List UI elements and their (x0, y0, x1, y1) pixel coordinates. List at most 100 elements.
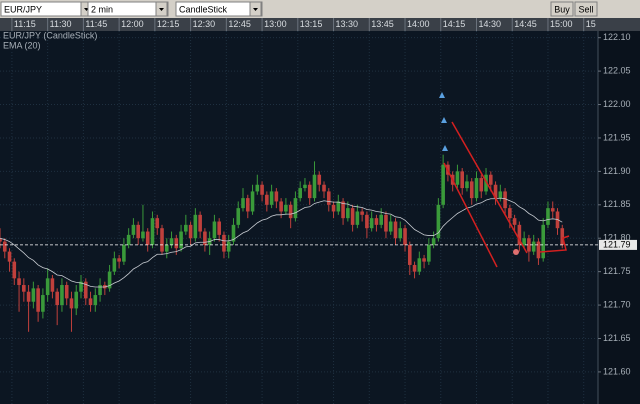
candle-body (546, 208, 550, 225)
x-tick-label: 14:45 (514, 19, 537, 29)
candle-body (360, 211, 364, 215)
x-tick-label: 15 (586, 19, 596, 29)
toolbar-button[interactable] (550, 1, 574, 17)
candle-body (74, 291, 79, 309)
candle-body (298, 188, 302, 199)
arrow-icon (253, 8, 258, 11)
candle-body (188, 224, 193, 239)
candle-body (98, 285, 102, 296)
candle-body (226, 241, 231, 252)
symbol-text: EUR/JPY (4, 4, 42, 14)
candle-body (293, 198, 298, 219)
style-select[interactable] (175, 1, 263, 17)
arrow-icon (159, 8, 164, 11)
candle-body (388, 221, 393, 232)
candle-body (541, 224, 546, 259)
candle-body (398, 228, 403, 239)
candle-body (427, 244, 431, 262)
candle-body (212, 221, 217, 239)
ema-line (0, 197, 563, 288)
candle-body (131, 224, 136, 235)
time-bar (0, 18, 640, 31)
marks (0, 154, 598, 332)
candle-body (236, 208, 241, 225)
candle-body (422, 258, 426, 262)
candle-body (326, 191, 331, 205)
signal-arrow (442, 145, 448, 151)
candle-body (126, 234, 131, 245)
candle-body (174, 238, 179, 249)
y-tick-label: 121.75 (603, 266, 631, 276)
candle-body (274, 191, 279, 202)
candle-body (245, 198, 250, 212)
candle-body (474, 178, 479, 199)
candle-body (55, 291, 59, 306)
candle-body (217, 221, 221, 235)
candle-body (560, 228, 565, 245)
candle-body (0, 238, 2, 242)
candle-body (279, 201, 283, 212)
candle-body (550, 208, 555, 212)
candle-body (50, 278, 55, 292)
x-tick-label: 12:00 (121, 19, 144, 29)
candle-body (417, 258, 422, 272)
candle-body (222, 234, 226, 252)
x-tick-label: 14:00 (407, 19, 430, 29)
y-tick-label: 121.95 (603, 132, 631, 142)
candle-body (231, 224, 236, 242)
candle-body (341, 201, 345, 219)
candle-body (369, 218, 374, 229)
candle-body (179, 231, 183, 249)
candle-body (93, 295, 98, 306)
price-axis (598, 31, 640, 404)
candle-body (160, 228, 164, 252)
candle-body (45, 278, 50, 296)
x-tick-label: 11:45 (85, 19, 107, 29)
candle-body (41, 295, 45, 312)
candle-body (255, 184, 260, 192)
x-tick-label: 13:45 (371, 19, 394, 29)
candle-body (79, 281, 83, 292)
x-tick-label: 12:15 (157, 19, 180, 29)
candle-body (169, 238, 174, 245)
candle-body (355, 211, 360, 225)
y-tick-label: 122.10 (603, 32, 631, 42)
x-tick-label: 11:30 (50, 19, 72, 29)
y-tick-label: 121.60 (603, 366, 631, 376)
candle-body (31, 288, 36, 302)
candle-body (203, 231, 207, 245)
candle-body (284, 204, 288, 212)
x-tick-label: 13:00 (264, 19, 287, 29)
x-tick-label: 13:15 (300, 19, 323, 29)
candle-body (122, 244, 126, 262)
candle-body (184, 224, 188, 232)
candle-body (22, 285, 26, 292)
x-tick-label: 12:30 (193, 19, 216, 29)
y-tick-label: 121.85 (603, 199, 631, 209)
y-tick-label: 121.90 (603, 166, 631, 176)
x-tick-label: 14:15 (443, 19, 466, 29)
candle-body (136, 224, 140, 239)
candle-body (436, 204, 441, 239)
y-tick-label: 122.05 (603, 65, 631, 75)
candle-body (312, 174, 317, 199)
candle-body (431, 238, 436, 245)
candle-body (336, 201, 341, 212)
toolbar-button[interactable] (574, 1, 598, 17)
candle-body (493, 184, 498, 199)
interval-text: 2 min (91, 4, 113, 14)
plot-area (0, 31, 598, 404)
candle-body (346, 208, 350, 219)
candle-body (441, 164, 445, 205)
candle-body (522, 238, 526, 245)
candle-body (7, 251, 12, 262)
candle-body (465, 181, 469, 189)
candle-body (155, 218, 160, 229)
candle-body (288, 204, 293, 219)
button-label: Buy (554, 4, 570, 14)
candle-body (60, 285, 64, 306)
interval-select[interactable] (87, 1, 169, 17)
candle-body (508, 208, 512, 219)
candle-body (12, 261, 17, 279)
button-label: Sell (578, 4, 593, 14)
